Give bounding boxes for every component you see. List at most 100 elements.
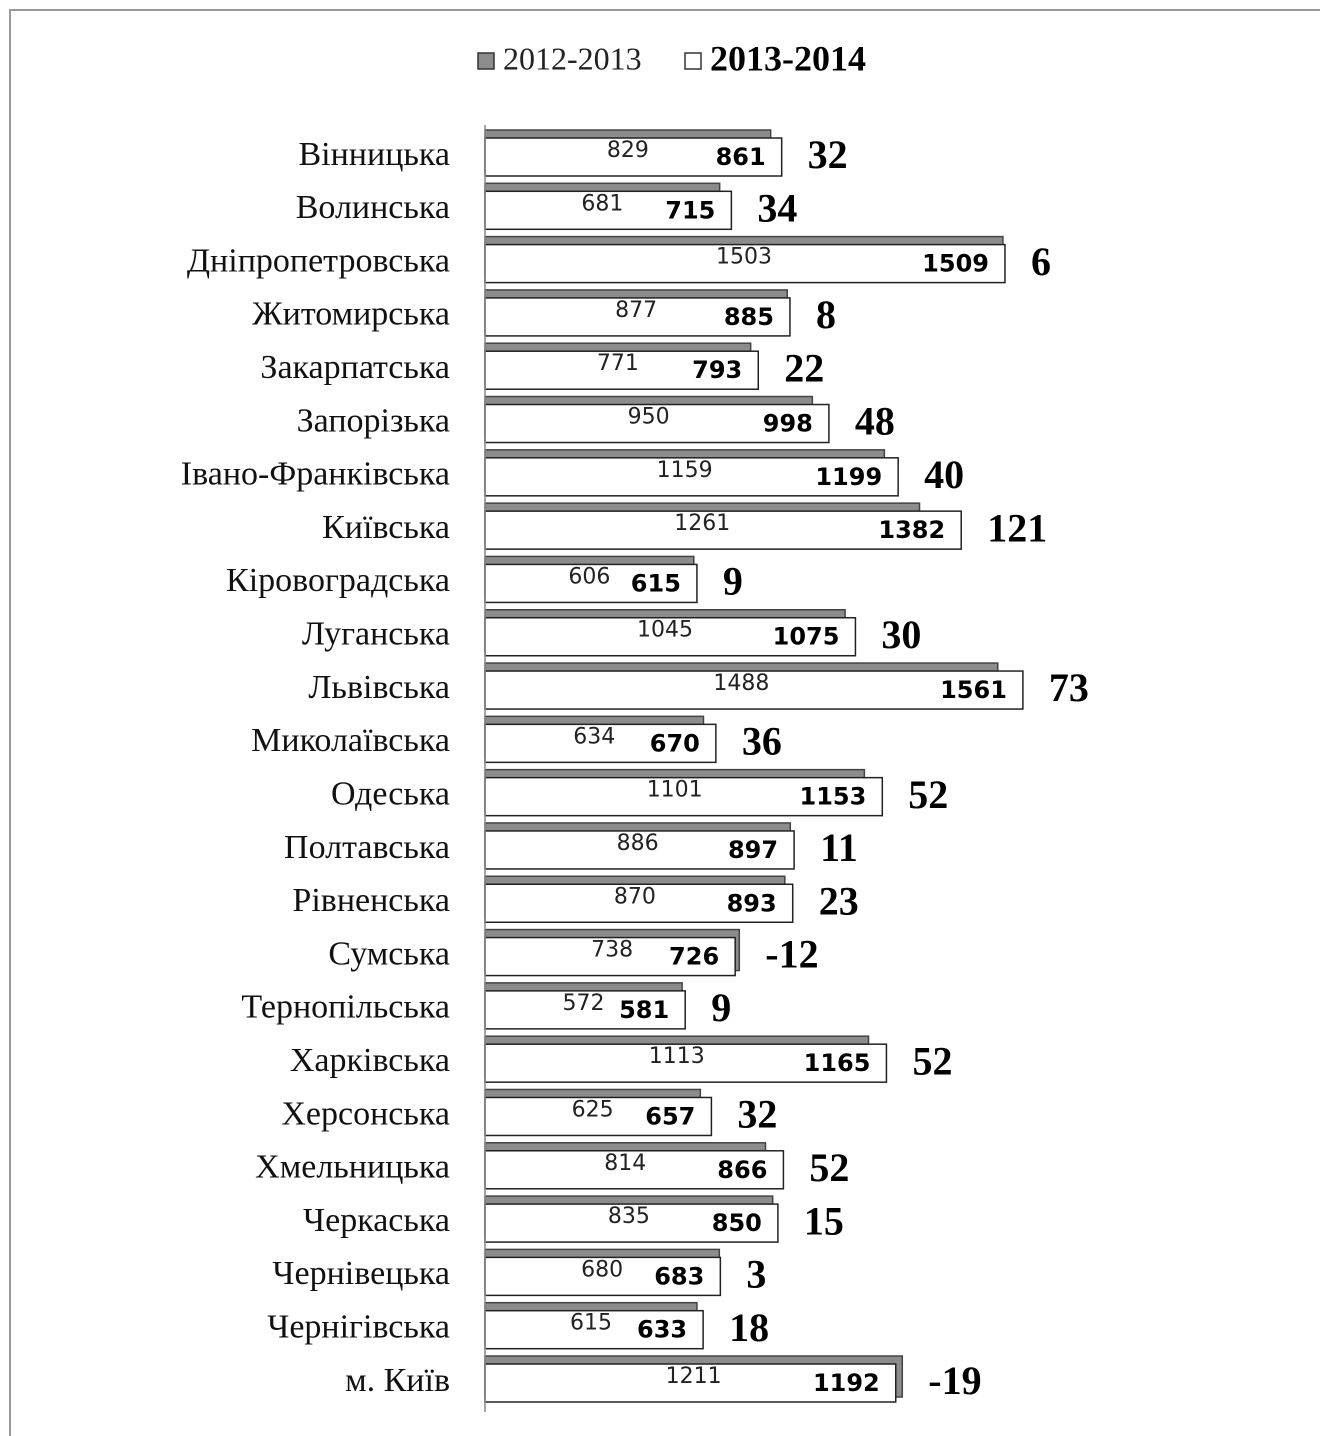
bar: [484, 563, 698, 604]
value-label: 1488: [713, 671, 769, 696]
value-label: 866: [717, 1156, 767, 1184]
value-label: 670: [650, 729, 700, 757]
frame: [9, 9, 1320, 1436]
bar: [484, 1096, 713, 1137]
value-label: 1075: [773, 623, 840, 651]
value-label: 998: [763, 410, 813, 438]
legend-label: 2012-2013: [503, 40, 642, 76]
value-label: 683: [654, 1262, 704, 1290]
category-label: Чернігівська: [267, 1308, 450, 1345]
value-label: 615: [570, 1311, 612, 1336]
value-label: 625: [572, 1097, 614, 1122]
difference-label: -19: [928, 1358, 981, 1403]
bar: [484, 243, 1006, 284]
difference-label: 18: [729, 1305, 769, 1350]
difference-label: 48: [855, 399, 895, 444]
value-label: 681: [581, 191, 623, 216]
value-label: 793: [692, 356, 742, 384]
value-label: 657: [645, 1102, 695, 1130]
category-label: Київська: [322, 509, 450, 546]
category-label: Запорізька: [297, 402, 450, 439]
category-label: Херсонська: [281, 1095, 450, 1132]
difference-label: 8: [816, 292, 836, 337]
category-label: Кіровоградська: [226, 562, 450, 599]
value-label: 680: [581, 1257, 623, 1282]
value-label: 615: [631, 569, 681, 597]
category-label: Сумська: [328, 935, 450, 972]
category-label: Полтавська: [284, 829, 450, 866]
category-label: м. Київ: [345, 1362, 450, 1399]
category-label: Івано-Франківська: [181, 456, 450, 493]
difference-label: 11: [820, 825, 858, 870]
category-label: Вінницька: [298, 136, 450, 173]
bar: [484, 616, 857, 657]
value-label: 1045: [637, 618, 693, 643]
bar: [484, 830, 795, 870]
category-label: Волинська: [296, 189, 450, 226]
value-label: 1199: [815, 463, 882, 491]
bar: [484, 1203, 779, 1243]
difference-label: 3: [746, 1252, 766, 1297]
value-label: 829: [607, 138, 649, 163]
value-label: 634: [573, 724, 615, 749]
bar: [484, 190, 733, 231]
value-label: 1159: [657, 458, 713, 483]
difference-label: 121: [987, 505, 1047, 550]
value-label: 950: [628, 405, 670, 430]
category-label: Луганська: [302, 616, 450, 653]
bar: [484, 1363, 897, 1403]
value-label: 1192: [813, 1369, 880, 1397]
value-label: 870: [614, 884, 656, 909]
value-label: 1101: [647, 778, 703, 803]
category-label: Закарпатська: [260, 349, 450, 386]
difference-label: 6: [1031, 239, 1051, 284]
difference-label: 23: [819, 878, 859, 923]
value-label: 633: [637, 1316, 687, 1344]
value-label: 771: [597, 351, 639, 376]
value-label: 715: [665, 196, 715, 224]
difference-label: 52: [912, 1038, 952, 1083]
difference-label: 9: [711, 985, 731, 1030]
difference-label: 30: [881, 612, 921, 657]
category-label: Львівська: [308, 669, 450, 706]
bar: [484, 990, 686, 1030]
value-label: 738: [591, 938, 633, 963]
category-label: Дніпропетровська: [187, 242, 450, 279]
difference-label: 52: [908, 772, 948, 817]
value-label: 726: [669, 943, 719, 971]
value-label: 885: [724, 303, 774, 331]
difference-label: 32: [737, 1092, 777, 1137]
value-label: 1153: [800, 783, 867, 811]
category-label: Чернівецька: [272, 1255, 450, 1292]
value-label: 1509: [922, 250, 989, 278]
bar: [484, 297, 791, 337]
category-label: Тернопільська: [241, 989, 450, 1026]
difference-label: 15: [804, 1198, 844, 1243]
legend-label: 2013-2014: [710, 38, 866, 78]
value-label: 861: [716, 143, 766, 171]
value-label: 850: [712, 1209, 762, 1237]
bar: [484, 403, 830, 444]
bar: [484, 883, 794, 924]
value-label: 835: [608, 1204, 650, 1229]
value-label: 1165: [804, 1049, 871, 1077]
difference-label: 40: [924, 452, 964, 497]
category-label: Хмельницька: [255, 1149, 450, 1186]
value-label: 897: [728, 836, 778, 864]
bar: [484, 350, 760, 390]
value-label: 606: [568, 564, 610, 589]
category-label: Харківська: [290, 1042, 450, 1079]
bar: [484, 1309, 704, 1350]
category-label: Миколаївська: [251, 722, 450, 759]
difference-label: 22: [784, 345, 824, 390]
value-label: 1113: [649, 1044, 705, 1069]
legend-swatch: [684, 52, 702, 70]
value-label: 1261: [674, 511, 730, 536]
value-label: 1503: [716, 245, 772, 270]
value-label: 814: [604, 1151, 646, 1176]
difference-label: 52: [809, 1145, 849, 1190]
value-label: 1382: [878, 516, 945, 544]
difference-label: -12: [765, 932, 818, 977]
difference-label: 73: [1049, 665, 1089, 710]
